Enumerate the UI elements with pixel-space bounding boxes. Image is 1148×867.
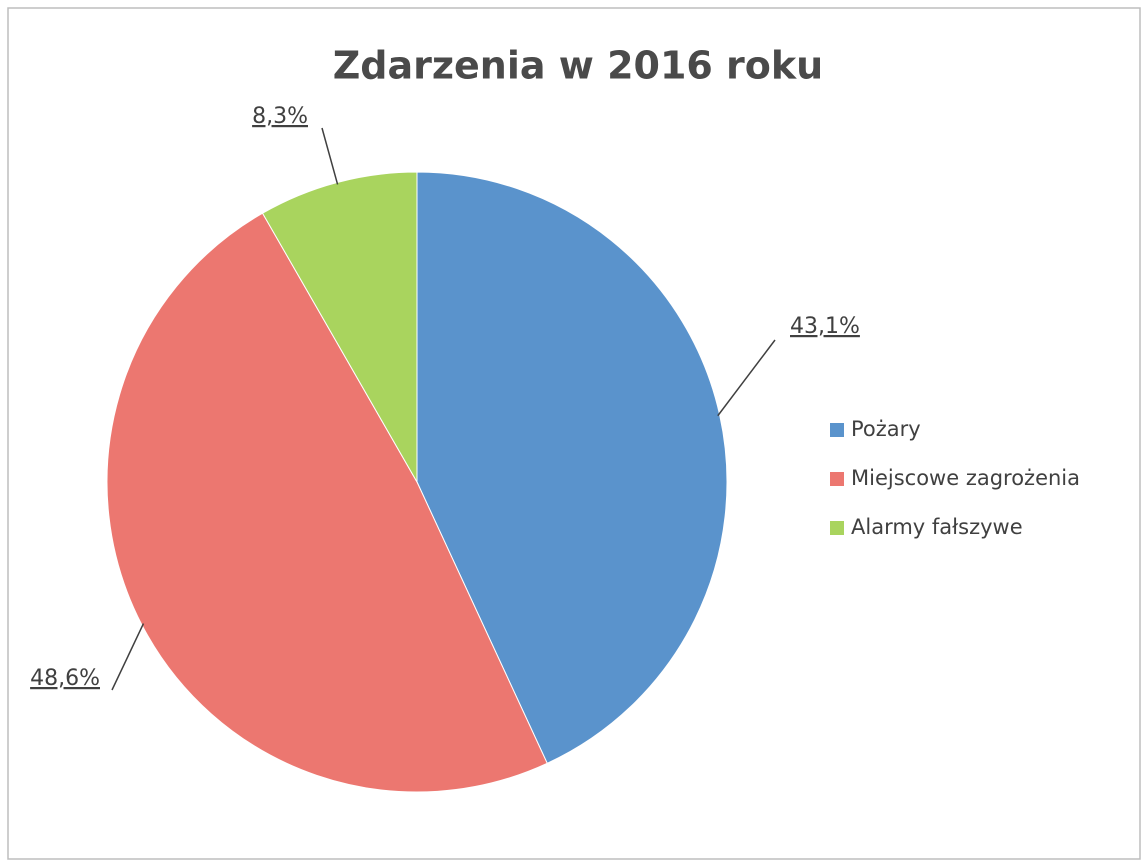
pie-slice bbox=[416, 171, 728, 764]
leader-line bbox=[717, 339, 776, 417]
pie-slice bbox=[106, 212, 548, 793]
data-label: 8,3% bbox=[252, 104, 308, 129]
legend-label: Pożary bbox=[851, 417, 921, 441]
legend-swatch bbox=[830, 423, 844, 437]
legend-label: Alarmy fałszywe bbox=[851, 515, 1023, 539]
chart-title: Zdarzenia w 2016 roku bbox=[333, 44, 823, 88]
leader-line bbox=[321, 127, 339, 185]
data-label: 43,1% bbox=[790, 314, 860, 339]
leader-line bbox=[111, 623, 145, 691]
legend-swatch bbox=[830, 472, 844, 486]
legend-label: Miejscowe zagrożenia bbox=[851, 466, 1080, 490]
data-label: 48,6% bbox=[30, 666, 100, 691]
legend-swatch bbox=[830, 521, 844, 535]
